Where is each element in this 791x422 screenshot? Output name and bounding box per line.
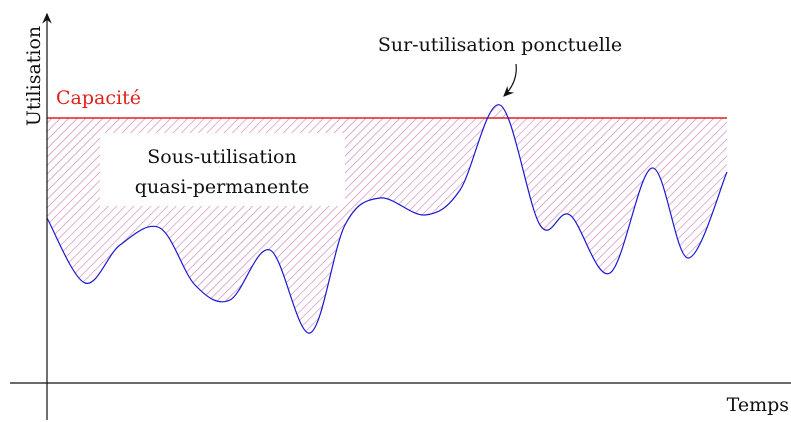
y-axis-label: Utilisation	[23, 26, 45, 126]
annotation-arrow	[503, 63, 517, 97]
under-label: Sous-utilisation	[147, 146, 296, 168]
x-axis-label: Temps	[727, 394, 789, 416]
usage-curve	[46, 104, 728, 334]
under-label: quasi-permanente	[135, 176, 309, 198]
capacity-label: Capacité	[56, 87, 141, 109]
label-box	[100, 133, 345, 206]
over-label: Sur-utilisation ponctuelle	[378, 34, 622, 56]
